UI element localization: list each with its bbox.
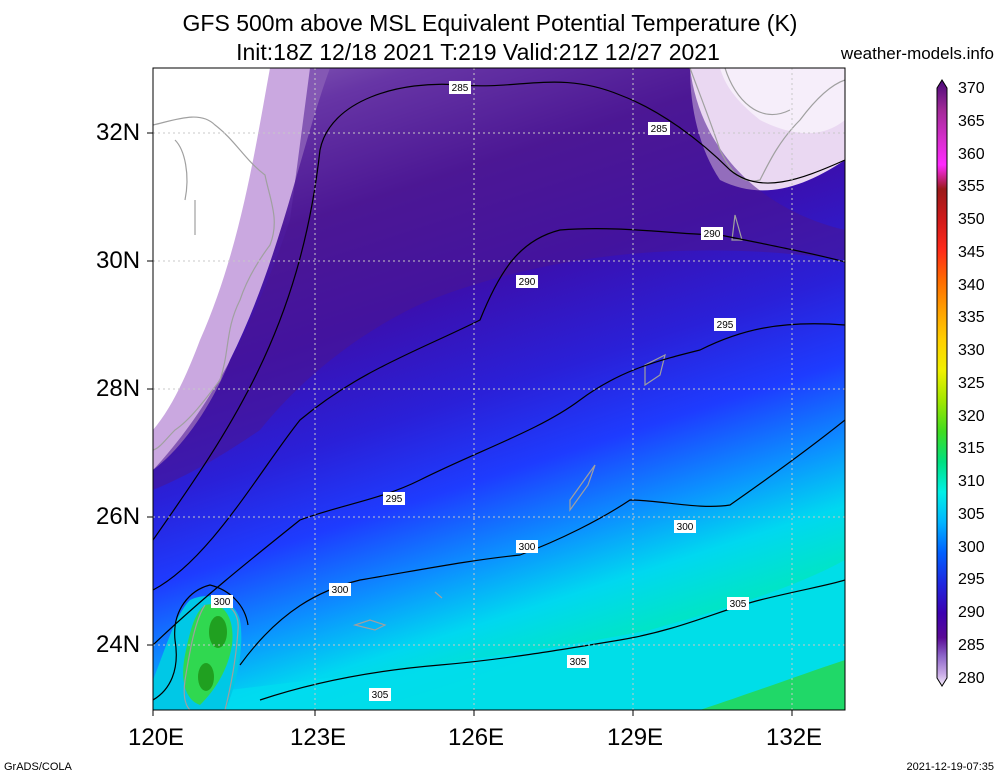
svg-text:300: 300 bbox=[519, 542, 536, 553]
chart-title-2: Init:18Z 12/18 2021 T:219 Valid:21Z 12/2… bbox=[236, 39, 720, 65]
svg-text:305: 305 bbox=[570, 657, 587, 668]
contour-label: 305 bbox=[567, 655, 589, 668]
site-label: weather-models.info bbox=[840, 44, 994, 63]
svg-text:290: 290 bbox=[704, 229, 721, 240]
lat-label: 32N bbox=[96, 119, 141, 146]
colorbar-label: 310 bbox=[958, 473, 985, 490]
svg-text:295: 295 bbox=[386, 494, 403, 505]
colorbar-label: 280 bbox=[958, 670, 985, 687]
svg-text:300: 300 bbox=[332, 585, 349, 596]
lon-label: 126E bbox=[448, 724, 505, 751]
colorbar-label: 295 bbox=[958, 571, 985, 588]
colorbar-label: 305 bbox=[958, 506, 985, 523]
colorbar-label: 300 bbox=[958, 539, 985, 556]
colorbar-label: 325 bbox=[958, 375, 985, 392]
svg-text:295: 295 bbox=[717, 320, 734, 331]
contour-label: 285 bbox=[648, 122, 670, 135]
svg-text:290: 290 bbox=[519, 277, 536, 288]
lon-label: 123E bbox=[290, 724, 347, 751]
svg-text:305: 305 bbox=[372, 690, 389, 701]
colorbar bbox=[936, 79, 948, 687]
contour-label: 285 bbox=[449, 81, 471, 94]
footer-software: GrADS/COLA bbox=[4, 761, 72, 773]
contour-label: 305 bbox=[369, 688, 391, 701]
contour-label: 300 bbox=[329, 583, 351, 596]
lon-label: 120E bbox=[128, 724, 185, 751]
contour-label: 295 bbox=[383, 492, 405, 505]
lat-label: 24N bbox=[96, 631, 141, 658]
colorbar-label: 355 bbox=[958, 178, 985, 195]
svg-text:305: 305 bbox=[730, 599, 747, 610]
contour-label: 290 bbox=[701, 227, 723, 240]
colorbar-label: 335 bbox=[958, 309, 985, 326]
colorbar-label: 290 bbox=[958, 604, 985, 621]
contour-label: 300 bbox=[211, 595, 233, 608]
svg-text:300: 300 bbox=[677, 522, 694, 533]
svg-text:300: 300 bbox=[214, 597, 231, 608]
colorbar-label: 330 bbox=[958, 342, 985, 359]
colorbar-label: 340 bbox=[958, 277, 985, 294]
contour-labels: 285 285 290 290 295 295 300 300 300 300 … bbox=[211, 81, 749, 701]
contour-label: 305 bbox=[727, 597, 749, 610]
colorbar-label: 285 bbox=[958, 637, 985, 654]
colorbar-label: 370 bbox=[958, 80, 985, 97]
contour-label: 295 bbox=[714, 318, 736, 331]
lat-label: 26N bbox=[96, 503, 141, 530]
axis-ticks bbox=[147, 132, 793, 716]
footer-timestamp: 2021-12-19-07:35 bbox=[906, 761, 994, 773]
colorbar-label: 320 bbox=[958, 408, 985, 425]
colorbar-label: 360 bbox=[958, 146, 985, 163]
grid-lines bbox=[153, 68, 845, 710]
lat-label: 30N bbox=[96, 247, 141, 274]
colorbar-label: 365 bbox=[958, 113, 985, 130]
lon-label: 132E bbox=[766, 724, 823, 751]
svg-text:285: 285 bbox=[452, 83, 469, 94]
colorbar-label: 345 bbox=[958, 244, 985, 261]
svg-text:285: 285 bbox=[651, 124, 668, 135]
contour-label: 300 bbox=[516, 540, 538, 553]
colorbar-label: 350 bbox=[958, 211, 985, 228]
contour-label: 290 bbox=[516, 275, 538, 288]
colorbar-label: 315 bbox=[958, 440, 985, 457]
chart-title-1: GFS 500m above MSL Equivalent Potential … bbox=[182, 10, 798, 36]
contour-label: 300 bbox=[674, 520, 696, 533]
lat-label: 28N bbox=[96, 375, 141, 402]
lon-label: 129E bbox=[607, 724, 664, 751]
